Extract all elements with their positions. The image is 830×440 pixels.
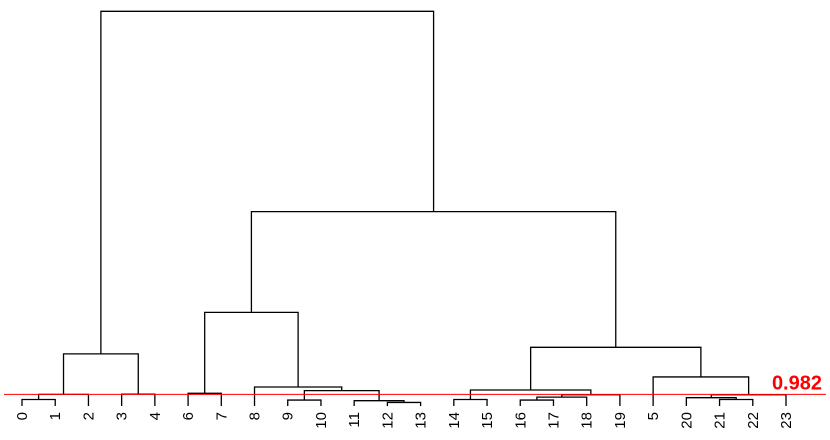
dendrogram-link	[21, 398, 56, 406]
dendrogram-link	[121, 393, 156, 406]
leaf-label: 12	[379, 412, 396, 429]
dendrogram-link	[536, 396, 588, 406]
leaf-label: 23	[778, 412, 795, 429]
dendrogram-link	[204, 311, 299, 394]
leaf-label: 21	[712, 412, 729, 429]
dendrogram-link	[353, 400, 405, 406]
dendrogram-link	[718, 398, 754, 406]
dendrogram-link	[253, 386, 343, 406]
leaf-label: 4	[147, 412, 164, 420]
dendrogram-link	[100, 10, 435, 354]
dendrogram-link	[287, 399, 322, 406]
dendrogram-link	[62, 353, 139, 395]
threshold-value-label: 0.982	[772, 372, 822, 394]
leaf-label: 2	[80, 412, 97, 420]
leaf-label: 22	[745, 412, 762, 429]
dendrogram-link	[386, 401, 422, 406]
leaf-label: 18	[579, 412, 596, 429]
dendrogram-branches	[21, 10, 787, 406]
leaf-label: 17	[545, 412, 562, 429]
dendrogram-link	[561, 394, 621, 406]
leaf-label: 5	[645, 412, 662, 420]
dendrogram-link	[685, 397, 737, 406]
leaf-label: 8	[247, 412, 264, 420]
dendrogram-link	[37, 393, 90, 406]
leaf-label: 15	[479, 412, 496, 429]
leaf-label: 19	[612, 412, 629, 429]
leaf-labels: 0 1 2 3 4 6 7 8 9 10 11 12 13 14 15 16 17 18 19 5 20 21 22 23	[14, 412, 795, 429]
dendrogram-link	[303, 389, 380, 401]
leaf-label: 11	[346, 412, 363, 428]
leaf-label: 9	[280, 412, 297, 420]
dendrogram-link	[710, 394, 787, 406]
dendrogram-link	[529, 346, 702, 390]
dendrogram-link	[519, 399, 555, 406]
leaf-label: 13	[413, 412, 430, 429]
leaf-label: 14	[446, 412, 463, 429]
dendrogram-link	[187, 392, 222, 406]
leaf-label: 3	[114, 412, 131, 420]
leaf-label: 20	[678, 412, 695, 429]
leaf-label: 0	[14, 412, 31, 420]
leaf-label: 7	[213, 412, 230, 420]
leaf-label: 6	[180, 412, 197, 420]
dendrogram-link	[652, 376, 750, 406]
dendrogram-link	[453, 398, 488, 406]
dendrogram-link	[250, 210, 617, 348]
leaf-label: 10	[313, 412, 330, 429]
leaf-label: 1	[47, 412, 64, 420]
leaf-label: 16	[512, 412, 529, 429]
